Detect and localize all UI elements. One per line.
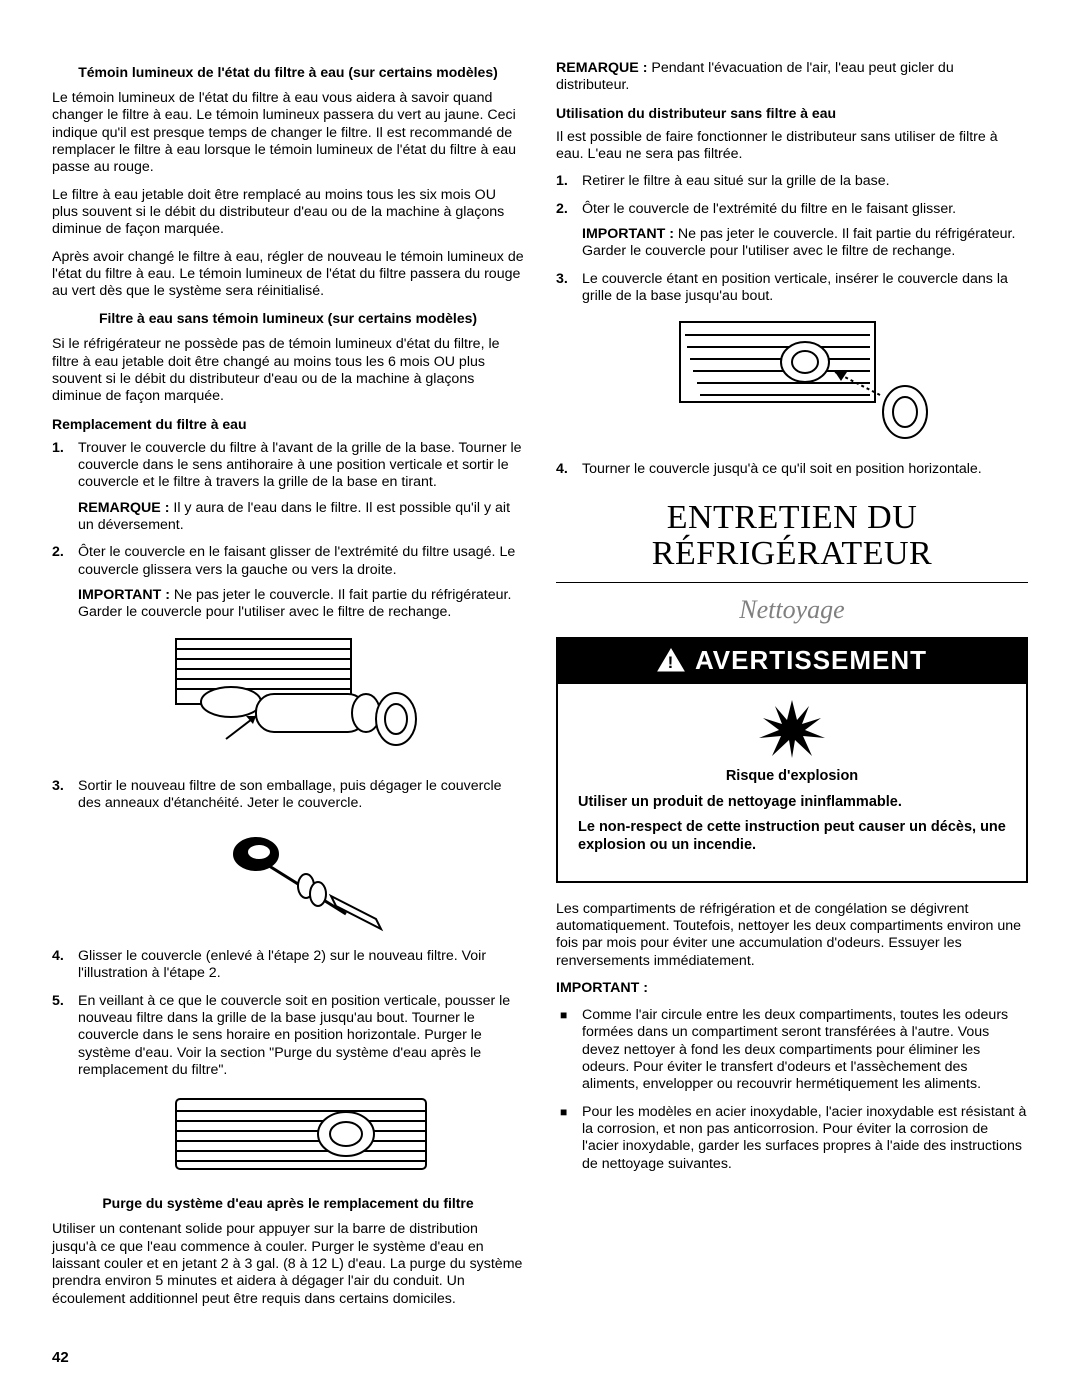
para: Les compartiments de réfrigération et de…	[556, 901, 1028, 970]
important-note: IMPORTANT : Ne pas jeter le couvercle. I…	[78, 587, 524, 622]
no-filter-steps-list: Retirer le filtre à eau situé sur la gri…	[556, 173, 1028, 478]
heading-no-light: Filtre à eau sans témoin lumineux (sur c…	[52, 310, 524, 326]
list-item: Retirer le filtre à eau situé sur la gri…	[556, 173, 1028, 190]
para: Le filtre à eau jetable doit être rempla…	[52, 187, 524, 239]
filter-slide-illustration	[171, 634, 431, 764]
warning-body: Risque d'explosion Utiliser un produit d…	[558, 684, 1026, 881]
step-text: Trouver le couvercle du filtre à l'avant…	[78, 440, 522, 491]
explosion-icon	[757, 698, 827, 758]
cover-insert-illustration	[675, 317, 935, 447]
step-text: Sortir le nouveau filtre de son emballag…	[78, 778, 502, 811]
list-item: Tourner le couvercle jusqu'à ce qu'il so…	[556, 461, 1028, 478]
list-item: Ôter le couvercle de l'extrémité du filt…	[556, 201, 1028, 261]
list-item: Pour les modèles en acier inoxydable, l'…	[556, 1104, 1028, 1173]
label: IMPORTANT :	[582, 226, 674, 242]
section-title: ENTRETIEN DU RÉFRIGÉRATEUR	[556, 500, 1028, 571]
para: Utiliser un contenant solide pour appuye…	[52, 1221, 524, 1308]
svg-text:!: !	[668, 653, 675, 672]
replace-steps-list: Trouver le couvercle du filtre à l'avant…	[52, 440, 524, 1182]
list-item: Comme l'air circule entre les deux compa…	[556, 1007, 1028, 1094]
list-item: Sortir le nouveau filtre de son emballag…	[52, 778, 524, 935]
list-item: Glisser le couvercle (enlevé à l'étape 2…	[52, 948, 524, 983]
heading-purge: Purge du système d'eau après le remplace…	[52, 1195, 524, 1211]
warning-box: ! AVERTISSEMENT Risque d'explosion Utili…	[556, 637, 1028, 883]
grille-illustration	[171, 1091, 431, 1181]
list-item: Le couvercle étant en position verticale…	[556, 271, 1028, 448]
remark: REMARQUE : Il y aura de l'eau dans le fi…	[78, 500, 524, 535]
important-note: IMPORTANT : Ne pas jeter le couvercle. I…	[582, 226, 1028, 261]
step-text: En veillant à ce que le couvercle soit e…	[78, 993, 510, 1078]
warn-line: Le non-respect de cette instruction peut…	[578, 819, 1006, 854]
step-text: Glisser le couvercle (enlevé à l'étape 2…	[78, 948, 486, 981]
warning-triangle-icon: !	[657, 648, 685, 672]
important-label: IMPORTANT :	[556, 980, 1028, 997]
heading-replace-filter: Remplacement du filtre à eau	[52, 416, 524, 432]
step-text: Le couvercle étant en position verticale…	[582, 271, 1008, 304]
step-text: Retirer le filtre à eau situé sur la gri…	[582, 173, 890, 189]
label: IMPORTANT :	[78, 587, 170, 603]
list-item: Ôter le couvercle en le faisant glisser …	[52, 544, 524, 763]
subsection-title: Nettoyage	[556, 595, 1028, 625]
para: Il est possible de faire fonctionner le …	[556, 129, 1028, 164]
label: REMARQUE :	[78, 500, 169, 516]
warning-header: ! AVERTISSEMENT	[558, 639, 1026, 684]
para: Le témoin lumineux de l'état du filtre à…	[52, 90, 524, 177]
para: Si le réfrigérateur ne possède pas de té…	[52, 336, 524, 405]
list-item: En veillant à ce que le couvercle soit e…	[52, 993, 524, 1182]
important-list: Comme l'air circule entre les deux compa…	[556, 1007, 1028, 1173]
label: REMARQUE :	[556, 60, 647, 76]
title-line2: RÉFRIGÉRATEUR	[652, 535, 932, 572]
warn-line: Risque d'explosion	[578, 768, 1006, 786]
step-text: Tourner le couvercle jusqu'à ce qu'il so…	[582, 461, 982, 477]
heading-filter-light: Témoin lumineux de l'état du filtre à ea…	[52, 64, 524, 80]
para: REMARQUE : Pendant l'évacuation de l'air…	[556, 60, 1028, 95]
list-item: Trouver le couvercle du filtre à l'avant…	[52, 440, 524, 535]
warning-title: AVERTISSEMENT	[695, 645, 927, 676]
title-line1: ENTRETIEN DU	[667, 499, 918, 536]
warn-line: Utiliser un produit de nettoyage ininfla…	[578, 794, 1006, 812]
heading-no-filter: Utilisation du distributeur sans filtre …	[556, 105, 1028, 121]
filter-cap-illustration	[206, 824, 396, 934]
step-text: Ôter le couvercle de l'extrémité du filt…	[582, 201, 956, 217]
text: Comme l'air circule entre les deux compa…	[582, 1007, 1008, 1092]
para: Après avoir changé le filtre à eau, régl…	[52, 249, 524, 301]
page-number: 42	[52, 1349, 1028, 1366]
section-divider	[556, 582, 1028, 583]
step-text: Ôter le couvercle en le faisant glisser …	[78, 544, 515, 577]
text: Pour les modèles en acier inoxydable, l'…	[582, 1104, 1026, 1172]
